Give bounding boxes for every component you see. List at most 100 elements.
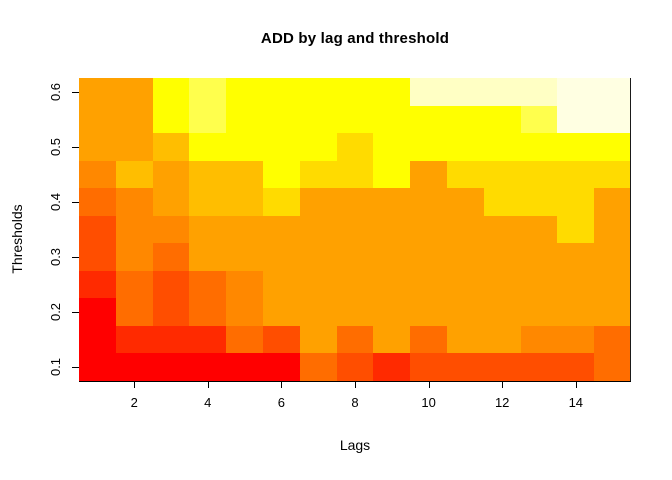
heatmap-cell bbox=[226, 353, 263, 381]
heatmap-cell bbox=[262, 298, 300, 326]
heatmap-cell bbox=[189, 270, 227, 299]
heatmap-cell bbox=[226, 325, 263, 354]
heatmap-cell bbox=[557, 78, 595, 106]
heatmap-cell bbox=[189, 215, 227, 244]
heatmap-cell bbox=[373, 215, 411, 244]
heatmap-cell bbox=[299, 270, 337, 299]
heatmap-cell bbox=[115, 325, 153, 354]
heatmap-cell bbox=[520, 78, 558, 106]
heatmap-cell bbox=[79, 160, 116, 189]
heatmap-cell bbox=[446, 325, 484, 354]
heatmap-cell bbox=[226, 298, 263, 326]
heatmap-cell bbox=[115, 188, 153, 216]
heatmap-cell bbox=[115, 215, 153, 244]
heatmap-cell bbox=[152, 133, 190, 161]
heatmap-cell bbox=[594, 160, 631, 189]
y-tick-label: 0.1 bbox=[47, 358, 63, 377]
heatmap-cell bbox=[594, 298, 631, 326]
heatmap-cell bbox=[410, 325, 447, 354]
heatmap-cell bbox=[520, 215, 558, 244]
heatmap-cell bbox=[446, 298, 484, 326]
heatmap-cell bbox=[262, 243, 300, 271]
heatmap-cell bbox=[226, 188, 263, 216]
heatmap-cell bbox=[557, 298, 595, 326]
x-tick-mark bbox=[207, 382, 209, 388]
heatmap-cell bbox=[520, 160, 558, 189]
heatmap-cell bbox=[189, 243, 227, 271]
heatmap-cell bbox=[115, 133, 153, 161]
heatmap-cell bbox=[262, 353, 300, 381]
heatmap-cell bbox=[115, 243, 153, 271]
heatmap-cell bbox=[299, 188, 337, 216]
heatmap-cell bbox=[594, 325, 631, 354]
heatmap-cell bbox=[152, 325, 190, 354]
heatmap-cell bbox=[336, 160, 374, 189]
heatmap-cell bbox=[483, 160, 521, 189]
x-tick-mark bbox=[134, 382, 136, 388]
heatmap-cell bbox=[299, 325, 337, 354]
heatmap-cell bbox=[79, 325, 116, 354]
heatmap-cell bbox=[152, 160, 190, 189]
y-tick-label: 0.4 bbox=[47, 192, 63, 211]
heatmap-cell bbox=[410, 298, 447, 326]
y-tick-mark bbox=[72, 367, 79, 369]
heatmap-cell bbox=[557, 270, 595, 299]
heatmap-cell bbox=[226, 270, 263, 299]
heatmap-cell bbox=[115, 353, 153, 381]
heatmap-cell bbox=[189, 78, 227, 106]
heatmap-cell bbox=[299, 353, 337, 381]
heatmap-cell bbox=[594, 270, 631, 299]
heatmap-cell bbox=[189, 298, 227, 326]
heatmap-cell bbox=[520, 133, 558, 161]
heatmap-cell bbox=[373, 133, 411, 161]
x-axis-title: Lags bbox=[339, 437, 371, 453]
heatmap-cell bbox=[446, 188, 484, 216]
heatmap-cell bbox=[115, 78, 153, 106]
y-tick-label: 0.5 bbox=[47, 137, 63, 156]
heatmap-cell bbox=[557, 243, 595, 271]
heatmap-cell bbox=[373, 325, 411, 354]
heatmap-cell bbox=[483, 78, 521, 106]
heatmap-cell bbox=[410, 133, 447, 161]
heatmap-cell bbox=[594, 215, 631, 244]
heatmap-cell bbox=[373, 270, 411, 299]
y-axis-title: Thresholds bbox=[9, 204, 25, 274]
plot-right-border bbox=[630, 78, 631, 382]
y-tick-mark bbox=[72, 146, 79, 148]
heatmap-cell bbox=[262, 215, 300, 244]
heatmap-cell bbox=[557, 188, 595, 216]
heatmap-cell bbox=[336, 188, 374, 216]
heatmap-cell bbox=[557, 160, 595, 189]
heatmap-cell bbox=[446, 160, 484, 189]
heatmap-cell bbox=[557, 353, 595, 381]
heatmap-cell bbox=[446, 215, 484, 244]
heatmap-cell bbox=[336, 78, 374, 106]
x-tick-label: 8 bbox=[351, 395, 359, 410]
heatmap-cell bbox=[483, 243, 521, 271]
heatmap-cell bbox=[483, 105, 521, 134]
heatmap-cell bbox=[189, 105, 227, 134]
heatmap-cell bbox=[226, 105, 263, 134]
heatmap-cell bbox=[299, 105, 337, 134]
heatmap-cell bbox=[410, 160, 447, 189]
heatmap-cell bbox=[557, 325, 595, 354]
heatmap-cell bbox=[520, 243, 558, 271]
y-tick-mark bbox=[72, 201, 79, 203]
x-tick-mark bbox=[575, 382, 577, 388]
heatmap-cell bbox=[189, 160, 227, 189]
heatmap-cell bbox=[79, 78, 116, 106]
heatmap-cell bbox=[79, 270, 116, 299]
heatmap-cell bbox=[226, 243, 263, 271]
heatmap-cell bbox=[189, 133, 227, 161]
heatmap-cell bbox=[557, 105, 595, 134]
heatmap-cell bbox=[262, 270, 300, 299]
chart-title: ADD by lag and threshold bbox=[260, 30, 450, 47]
x-tick-mark bbox=[355, 382, 356, 388]
x-tick-label: 6 bbox=[277, 395, 285, 410]
heatmap-cell bbox=[410, 353, 447, 381]
heatmap-cell bbox=[410, 78, 447, 106]
x-tick-label: 2 bbox=[130, 395, 138, 410]
heatmap-cell bbox=[226, 160, 263, 189]
heatmap-cell bbox=[594, 78, 631, 106]
heatmap-cell bbox=[446, 78, 484, 106]
